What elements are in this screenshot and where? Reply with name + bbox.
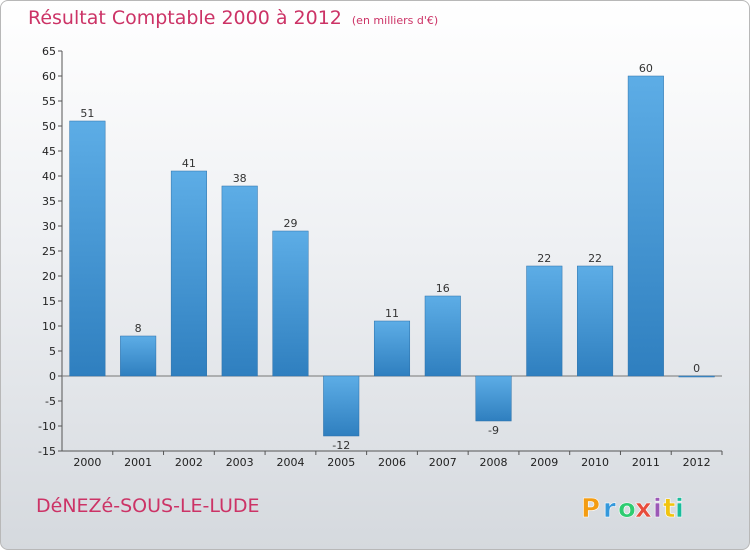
bar-2005 (323, 375, 360, 437)
value-label-2002: 41 (182, 157, 196, 170)
x-tick-label-2008: 2008 (480, 456, 508, 469)
value-label-2011: 60 (639, 62, 653, 75)
bar-2007 (424, 295, 461, 377)
logo-letter: t (663, 494, 675, 524)
y-tick-label: 25 (42, 245, 56, 258)
bar-2001 (120, 335, 157, 377)
value-label-2009: 22 (537, 252, 551, 265)
x-tick-label-2011: 2011 (632, 456, 660, 469)
value-label-2005: -12 (332, 439, 350, 452)
chart-title: Résultat Comptable 2000 à 2012 (en millie… (28, 7, 438, 29)
value-label-2006: 11 (385, 307, 399, 320)
logo-letter: o (618, 494, 636, 524)
logo-letter: P (581, 494, 600, 524)
y-tick-label: 50 (42, 120, 56, 133)
y-tick-label: -10 (38, 420, 56, 433)
x-tick-label-2001: 2001 (124, 456, 152, 469)
bar-2002 (170, 170, 207, 377)
chart-title-text: Résultat Comptable 2000 à 2012 (28, 7, 342, 29)
bar-2012 (678, 375, 715, 378)
y-tick-label: 55 (42, 95, 56, 108)
y-tick-label: 45 (42, 145, 56, 158)
commune-name: DéNEZé-SOUS-LE-LUDE (36, 495, 260, 517)
y-tick-label: 35 (42, 195, 56, 208)
y-tick-label: 0 (49, 370, 56, 383)
value-label-2000: 51 (80, 107, 94, 120)
value-label-2007: 16 (436, 282, 450, 295)
bar-2006 (373, 320, 411, 377)
y-tick-label: 20 (42, 270, 56, 283)
x-tick-label-2012: 2012 (683, 456, 711, 469)
value-label-2008: -9 (488, 424, 499, 437)
x-tick-label-2003: 2003 (226, 456, 254, 469)
bar-2003 (221, 185, 258, 377)
logo-letter: i (675, 494, 684, 524)
y-tick-label: 30 (42, 220, 56, 233)
y-tick-label: 10 (42, 320, 56, 333)
x-tick-label-2010: 2010 (581, 456, 609, 469)
logo-letter: r (603, 494, 616, 524)
y-tick-label: -5 (45, 395, 56, 408)
bar-2004 (272, 230, 309, 377)
value-label-2010: 22 (588, 252, 602, 265)
bar-2010 (577, 265, 614, 377)
y-tick-label: 15 (42, 295, 56, 308)
bar-2000 (69, 120, 106, 377)
x-tick-label-2009: 2009 (530, 456, 558, 469)
chart-subtitle: (en milliers d'€) (351, 14, 439, 27)
y-tick-label: 60 (42, 70, 56, 83)
y-tick-label: 40 (42, 170, 56, 183)
x-tick-label-2006: 2006 (378, 456, 406, 469)
value-label-2003: 38 (233, 172, 247, 185)
y-tick-label: 65 (42, 45, 56, 58)
x-tick-label-2002: 2002 (175, 456, 203, 469)
y-tick-label: -15 (38, 445, 56, 458)
x-tick-label-2000: 2000 (73, 456, 101, 469)
logo-letter: i (653, 494, 662, 524)
value-label-2012: 0 (693, 362, 700, 375)
x-tick-label-2007: 2007 (429, 456, 457, 469)
x-tick-label-2004: 2004 (276, 456, 304, 469)
y-tick-label: 5 (49, 345, 56, 358)
value-label-2004: 29 (283, 217, 297, 230)
bar-2009 (526, 265, 563, 377)
logo-letter: x (635, 494, 652, 524)
bar-2011 (627, 75, 664, 377)
bar-2008 (475, 375, 512, 422)
x-tick-label-2005: 2005 (327, 456, 355, 469)
value-label-2001: 8 (135, 322, 142, 335)
